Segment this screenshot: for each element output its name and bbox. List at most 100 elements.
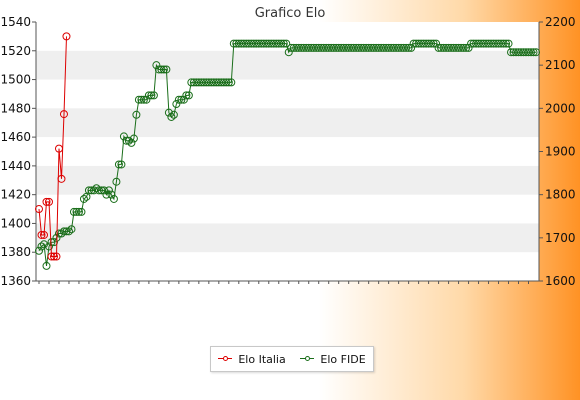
elo-fide-point bbox=[177, 95, 186, 104]
elo-fide-point bbox=[184, 91, 193, 100]
elo-fide-point bbox=[99, 186, 108, 195]
elo-fide-point bbox=[174, 95, 183, 104]
elo-fide-point bbox=[109, 194, 118, 203]
elo-fide-point bbox=[169, 110, 178, 119]
elo-fide-point bbox=[39, 240, 48, 249]
elo-fide-point bbox=[104, 186, 113, 195]
elo-fide-point bbox=[277, 39, 286, 48]
elo-fide-point bbox=[149, 91, 158, 100]
elo-fide-point bbox=[432, 39, 441, 48]
elo-fide-point bbox=[152, 61, 161, 70]
elo-fide-point bbox=[144, 91, 153, 100]
right-tick-label: 1600 bbox=[545, 274, 576, 288]
elo-fide-point bbox=[179, 95, 188, 104]
elo-italia-point bbox=[54, 144, 63, 153]
elo-fide-point bbox=[132, 110, 141, 119]
elo-fide-point bbox=[42, 261, 51, 270]
elo-fide-point bbox=[527, 48, 536, 57]
elo-italia-point bbox=[49, 252, 58, 261]
elo-fide-point bbox=[222, 78, 231, 87]
elo-fide-point bbox=[157, 65, 166, 74]
right-tick-label: 1700 bbox=[545, 231, 576, 245]
elo-fide-point bbox=[427, 39, 436, 48]
legend-item-elo-italia: Elo Italia bbox=[218, 352, 286, 366]
elo-fide-point bbox=[429, 39, 438, 48]
elo-fide-point bbox=[182, 91, 191, 100]
legend-swatch-elo-italia bbox=[218, 354, 233, 364]
right-tick-label: 1900 bbox=[545, 145, 576, 159]
elo-fide-point bbox=[92, 184, 101, 193]
elo-fide-point bbox=[462, 43, 471, 52]
elo-fide-point bbox=[127, 138, 136, 147]
elo-fide-point bbox=[79, 194, 88, 203]
elo-fide-point bbox=[72, 207, 81, 216]
elo-fide-point bbox=[459, 43, 468, 52]
chart-legend: Elo Italia Elo FIDE bbox=[210, 346, 374, 372]
elo-italia-point bbox=[35, 205, 43, 214]
elo-fide-point bbox=[102, 190, 111, 199]
elo-fide-point bbox=[464, 43, 473, 52]
elo-italia-point bbox=[37, 230, 46, 239]
left-tick-label: 1460 bbox=[0, 130, 31, 144]
elo-fide-point bbox=[59, 227, 68, 236]
elo-italia-point bbox=[44, 197, 53, 206]
elo-fide-point bbox=[84, 186, 93, 195]
elo-fide-point bbox=[117, 160, 126, 169]
left-tick-label: 1440 bbox=[0, 159, 31, 173]
elo-fide-point bbox=[67, 225, 76, 234]
elo-fide-point bbox=[62, 227, 71, 236]
elo-fide-point bbox=[164, 108, 173, 117]
elo-italia-point bbox=[52, 252, 61, 261]
elo-fide-point bbox=[502, 39, 511, 48]
right-tick-label: 2200 bbox=[545, 15, 576, 29]
elo-italia-point bbox=[62, 32, 71, 41]
grid-band bbox=[36, 108, 539, 138]
elo-fide-point bbox=[124, 136, 133, 145]
left-tick-label: 1420 bbox=[0, 188, 31, 202]
elo-fide-point bbox=[402, 43, 411, 52]
elo-fide-point bbox=[35, 246, 43, 255]
elo-fide-point bbox=[112, 177, 121, 186]
elo-fide-point bbox=[74, 207, 83, 216]
chart-title: Grafico Elo bbox=[255, 6, 326, 21]
elo-fide-point bbox=[129, 134, 138, 143]
elo-fide-point bbox=[107, 190, 116, 199]
legend-label-elo-fide: Elo FIDE bbox=[320, 352, 366, 366]
elo-fide-point bbox=[64, 227, 73, 236]
grid-band bbox=[36, 223, 539, 253]
elo-fide-point bbox=[404, 43, 413, 52]
elo-fide-point bbox=[167, 112, 176, 121]
elo-fide-point bbox=[137, 95, 146, 104]
elo-fide-point bbox=[142, 95, 151, 104]
elo-fide-point bbox=[119, 132, 128, 141]
elo-fide-point bbox=[162, 65, 171, 74]
elo-fide-point bbox=[77, 207, 86, 216]
right-y-axis: 1600 1700 1800 1900 2000 2100 2200 bbox=[539, 15, 576, 288]
elo-fide-point bbox=[147, 91, 156, 100]
legend-swatch-elo-fide bbox=[300, 354, 315, 364]
elo-fide-point bbox=[54, 229, 63, 238]
right-tick-label: 1800 bbox=[545, 188, 576, 202]
series-elo-fide bbox=[35, 39, 540, 270]
elo-fide-point bbox=[114, 160, 123, 169]
elo-fide-point bbox=[282, 39, 291, 48]
elo-fide-point bbox=[279, 39, 288, 48]
elo-fide-point bbox=[139, 95, 148, 104]
elo-fide-point bbox=[224, 78, 233, 87]
elo-fide-point bbox=[532, 48, 540, 57]
x-axis bbox=[38, 281, 530, 284]
legend-item-elo-fide: Elo FIDE bbox=[300, 352, 366, 366]
left-tick-label: 1540 bbox=[0, 15, 31, 29]
elo-fide-point bbox=[172, 100, 181, 109]
legend-label-elo-italia: Elo Italia bbox=[238, 352, 286, 366]
left-tick-label: 1480 bbox=[0, 101, 31, 115]
left-tick-label: 1520 bbox=[0, 44, 31, 58]
right-tick-label: 2000 bbox=[545, 101, 576, 115]
elo-italia-point bbox=[39, 230, 48, 239]
elo-fide-point bbox=[94, 186, 103, 195]
elo-italia-point bbox=[42, 197, 51, 206]
plot-grid-bands bbox=[35, 22, 540, 282]
elo-italia-point bbox=[57, 174, 66, 183]
elo-fide-point bbox=[407, 43, 416, 52]
